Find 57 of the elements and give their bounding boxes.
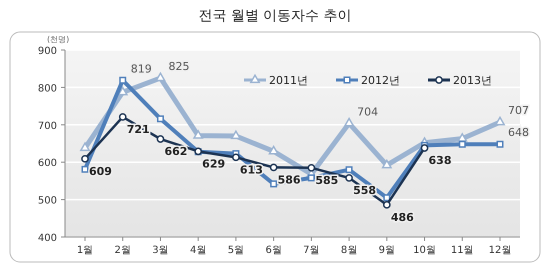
point <box>457 133 468 142</box>
point <box>270 164 278 172</box>
x-tick-label: 11월 <box>450 245 474 256</box>
y-tick-label: 800 <box>38 83 57 94</box>
x-tick-label: 3월 <box>152 245 169 256</box>
x-tick-label: 10월 <box>413 245 436 256</box>
point <box>119 76 126 84</box>
y-tick-label: 600 <box>38 158 57 170</box>
point <box>232 154 240 162</box>
data-label: 585 <box>315 174 338 187</box>
legend-label: 2012년 <box>361 74 400 87</box>
data-label: 662 <box>164 145 188 158</box>
data-label: 825 <box>168 60 190 74</box>
point <box>81 155 89 163</box>
point <box>458 140 466 148</box>
point <box>156 135 164 143</box>
point <box>80 142 90 152</box>
point <box>193 130 204 139</box>
data-label: 707 <box>508 104 529 118</box>
y-tick-label: 500 <box>38 196 57 207</box>
point <box>382 201 391 209</box>
y-tick-label: 400 <box>38 233 57 244</box>
chart-title: 전국 월별 이동자수 추이 <box>198 8 352 24</box>
data-label: 648 <box>508 126 529 140</box>
point <box>420 144 428 152</box>
point <box>344 118 354 126</box>
legend-label: 2011년 <box>269 74 308 87</box>
data-label: 486 <box>390 210 414 224</box>
point <box>270 180 278 188</box>
x-tick-label: 12월 <box>488 245 512 256</box>
data-label: 704 <box>357 105 378 118</box>
data-label: 819 <box>130 62 152 76</box>
point <box>383 194 390 202</box>
data-label: 638 <box>428 154 452 167</box>
point <box>346 166 353 174</box>
point <box>382 160 392 168</box>
point <box>308 164 316 172</box>
point <box>156 115 164 122</box>
legend-label: 2013년 <box>453 74 492 87</box>
x-tick-label: 5월 <box>228 245 244 256</box>
point <box>308 174 315 182</box>
x-tick-label: 6월 <box>265 245 282 256</box>
data-label: 629 <box>202 157 226 170</box>
x-tick-label: 2월 <box>114 245 131 256</box>
x-tick-label: 8월 <box>340 245 358 256</box>
x-tick-label: 1월 <box>76 245 94 256</box>
y-tick-label: 700 <box>38 120 57 132</box>
x-tick-label: 7월 <box>303 245 320 256</box>
y-tick-label: 900 <box>38 46 57 57</box>
y-axis-title: (천명) <box>47 35 70 44</box>
point <box>118 113 127 121</box>
x-tick-label: 4월 <box>190 245 206 256</box>
point <box>345 174 353 182</box>
point <box>82 166 88 173</box>
data-label: 609 <box>89 164 112 178</box>
x-tick-label: 9월 <box>378 245 396 256</box>
point <box>496 140 504 148</box>
